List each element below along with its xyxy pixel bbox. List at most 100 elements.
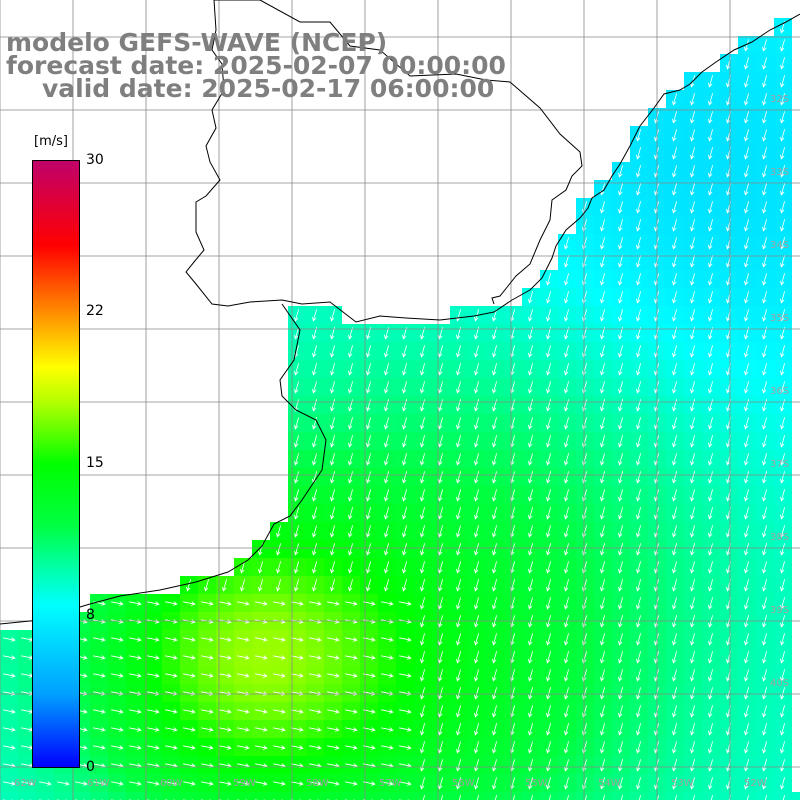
wind-arrow-icon <box>618 705 624 718</box>
wind-arrow-icon <box>237 673 250 678</box>
wind-arrow-icon <box>237 727 250 732</box>
wind-arrow-icon <box>762 687 768 700</box>
wind-arrow-icon <box>258 561 264 574</box>
wind-arrow-icon <box>564 471 570 484</box>
wind-arrow-icon <box>528 453 534 466</box>
wind-arrow-icon <box>528 345 534 358</box>
wind-arrow-icon <box>528 579 534 592</box>
wind-arrow-icon <box>165 655 178 660</box>
wind-arrow-icon <box>744 399 750 412</box>
wind-arrow-icon <box>474 597 480 610</box>
wind-arrow-icon <box>438 705 444 718</box>
wind-arrow-icon <box>312 345 318 358</box>
wind-arrow-icon <box>474 453 480 466</box>
wind-arrow-icon <box>348 579 354 592</box>
wind-arrow-icon <box>656 795 660 800</box>
wind-arrow-icon <box>708 291 714 304</box>
wind-arrow-icon <box>528 309 534 322</box>
wind-arrow-icon <box>345 637 358 642</box>
wind-arrow-icon <box>744 201 750 214</box>
wind-arrow-icon <box>258 579 264 592</box>
wind-arrow-icon <box>147 745 160 750</box>
wind-arrow-icon <box>237 709 250 714</box>
wind-arrow-icon <box>93 709 106 714</box>
wind-arrow-icon <box>528 651 534 664</box>
wind-arrow-icon <box>636 129 642 142</box>
wind-arrow-icon <box>474 561 480 574</box>
wind-arrow-icon <box>528 561 534 574</box>
wind-arrow-icon <box>402 399 408 412</box>
wind-arrow-icon <box>672 687 678 700</box>
wind-arrow-icon <box>438 399 444 412</box>
wind-arrow-icon <box>672 453 678 466</box>
wind-arrow-icon <box>546 561 552 574</box>
wind-arrow-icon <box>492 759 498 772</box>
latitude-label: 37S <box>770 459 790 470</box>
wind-arrow-icon <box>420 489 426 502</box>
wind-arrow-icon <box>618 273 624 286</box>
wind-arrow-icon <box>528 669 534 682</box>
wind-arrow-icon <box>219 655 232 660</box>
wind-arrow-icon <box>780 507 786 520</box>
wind-arrow-icon <box>39 781 52 786</box>
wind-arrow-icon <box>780 345 786 358</box>
wind-arrow-icon <box>564 669 570 682</box>
wind-arrow-icon <box>294 489 300 502</box>
wind-arrow-icon <box>744 471 750 484</box>
wind-arrow-icon <box>312 309 318 322</box>
wind-arrow-icon <box>458 795 462 800</box>
wind-arrow-icon <box>618 543 624 556</box>
wind-arrow-icon <box>744 435 750 448</box>
wind-arrow-icon <box>600 507 606 520</box>
wind-arrow-icon <box>762 39 768 52</box>
wind-arrow-icon <box>312 363 318 376</box>
wind-arrow-icon <box>420 363 426 376</box>
wind-arrow-icon <box>600 399 606 412</box>
wind-arrow-icon <box>422 795 426 800</box>
wind-arrow-icon <box>438 417 444 430</box>
wind-arrow-icon <box>21 781 34 786</box>
wind-arrow-icon <box>438 489 444 502</box>
wind-arrow-icon <box>330 309 336 322</box>
wind-arrow-icon <box>528 399 534 412</box>
wind-arrow-icon <box>309 745 322 750</box>
wind-arrow-icon <box>546 525 552 538</box>
wind-arrow-icon <box>744 273 750 286</box>
wind-speed-cell <box>504 792 522 800</box>
longitude-label: 61W <box>87 778 110 789</box>
wind-arrow-icon <box>618 435 624 448</box>
wind-arrow-icon <box>618 525 624 538</box>
wind-arrow-icon <box>636 435 642 448</box>
wind-arrow-icon <box>492 471 498 484</box>
wind-arrow-icon <box>744 345 750 358</box>
wind-arrow-icon <box>420 741 426 754</box>
wind-arrow-icon <box>618 381 624 394</box>
wind-arrow-icon <box>762 75 768 88</box>
wind-arrow-icon <box>384 471 390 484</box>
wind-arrow-icon <box>636 147 642 160</box>
wind-arrow-icon <box>399 673 412 678</box>
wind-arrow-icon <box>492 507 498 520</box>
wind-arrow-icon <box>237 781 250 786</box>
wind-arrow-icon <box>692 795 696 800</box>
wind-arrow-icon <box>780 543 786 556</box>
wind-arrow-icon <box>636 471 642 484</box>
wind-arrow-icon <box>402 363 408 376</box>
wind-arrow-icon <box>708 687 714 700</box>
wind-arrow-icon <box>402 489 408 502</box>
wind-arrow-icon <box>600 687 606 700</box>
wind-arrow-icon <box>204 579 210 592</box>
wind-speed-cell <box>360 792 378 800</box>
wind-arrow-icon <box>636 219 642 232</box>
wind-arrow-icon <box>528 489 534 502</box>
wind-arrow-icon <box>384 417 390 430</box>
wind-arrow-icon <box>93 637 106 642</box>
wind-arrow-icon <box>762 651 768 664</box>
wind-arrow-icon <box>384 363 390 376</box>
wind-arrow-icon <box>330 453 336 466</box>
wind-arrow-icon <box>618 309 624 322</box>
wind-arrow-icon <box>129 745 142 750</box>
wind-arrow-icon <box>492 723 498 736</box>
wind-arrow-icon <box>744 111 750 124</box>
